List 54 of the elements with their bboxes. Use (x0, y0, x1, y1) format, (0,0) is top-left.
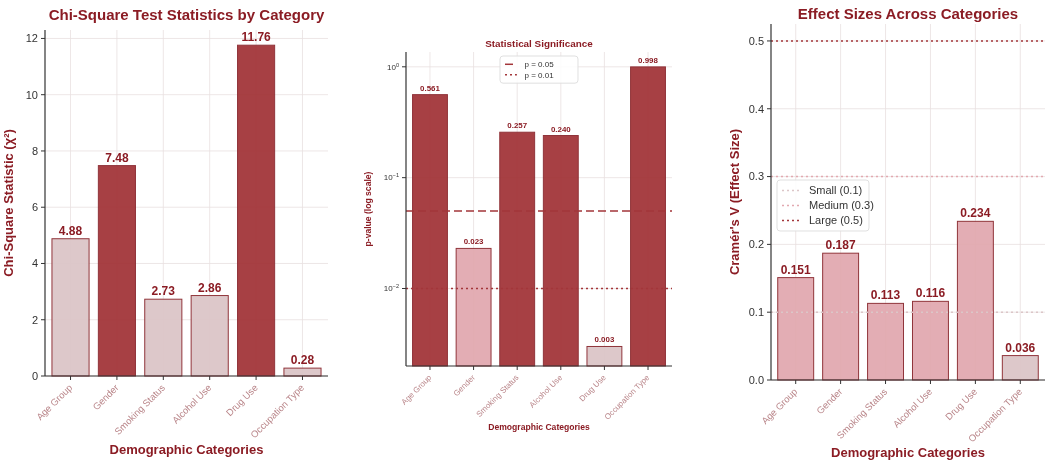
legend-label: p = 0.01 (524, 70, 555, 80)
bar (822, 252, 860, 381)
data-label: 0.234 (960, 206, 991, 221)
y-tick-label: 10 (25, 88, 38, 101)
bar (1001, 355, 1039, 381)
data-label: 0.187 (825, 238, 856, 253)
legend-label: p = 0.05 (524, 60, 555, 70)
data-label: 0.116 (915, 286, 946, 301)
y-tick-label: 10$^{−2}$ (383, 283, 399, 294)
data-label: 4.88 (58, 223, 83, 238)
data-label: 2.86 (198, 280, 222, 295)
y-axis-title: Cramér's V (Effect Size) (727, 128, 742, 276)
bar (911, 300, 949, 381)
data-label: 7.48 (105, 150, 129, 165)
y-axis-title: p-value (log scale) (363, 171, 373, 247)
y-tick-label: 8 (31, 144, 38, 157)
y-tick-label: 10$^{0}$ (386, 61, 399, 72)
chart-title: Effect Sizes Across Categories (797, 5, 1019, 22)
data-label: 0.28 (290, 353, 315, 368)
y-tick-label: 0.2 (748, 238, 764, 251)
chart-title: Statistical Significance (485, 38, 594, 49)
data-label: 11.76 (241, 30, 272, 45)
legend-label: Large (0.5) (809, 214, 863, 227)
bar (97, 165, 136, 377)
bar (237, 44, 276, 377)
y-tick-label: 10$^{−1}$ (383, 172, 399, 183)
chart-title: Chi-Square Test Statistics by Category (48, 6, 325, 23)
y-tick-label: 4 (31, 257, 38, 270)
bar (51, 238, 90, 377)
y-tick-label: 0.3 (748, 170, 764, 183)
y-tick-label: 0 (31, 369, 38, 382)
y-tick-label: 6 (31, 201, 38, 214)
y-tick-label: 0.4 (748, 102, 764, 115)
y-tick-label: 0.1 (748, 306, 764, 319)
x-axis-title: Demographic Categories (109, 442, 264, 457)
y-tick-label: 12 (25, 32, 38, 45)
data-label: 0.113 (870, 288, 901, 303)
data-label: 2.73 (151, 284, 176, 299)
x-axis-title: Demographic Categories (488, 422, 590, 432)
y-tick-label: 2 (31, 313, 38, 326)
x-axis-title: Demographic Categories (831, 445, 985, 460)
bar (777, 277, 815, 381)
y-tick-label: 0.5 (748, 34, 764, 47)
data-label: 0.151 (780, 262, 812, 277)
y-tick-label: 0.0 (748, 373, 764, 386)
y-axis-title: Chi-Square Statistic (χ²) (1, 129, 16, 277)
bar (956, 220, 994, 381)
legend-label: Small (0.1) (809, 184, 863, 197)
bar (144, 298, 183, 377)
bar (190, 295, 229, 377)
bar (283, 367, 322, 377)
data-label: 0.036 (1005, 340, 1036, 355)
legend-label: Medium (0.3) (809, 199, 874, 212)
bar (867, 302, 905, 381)
